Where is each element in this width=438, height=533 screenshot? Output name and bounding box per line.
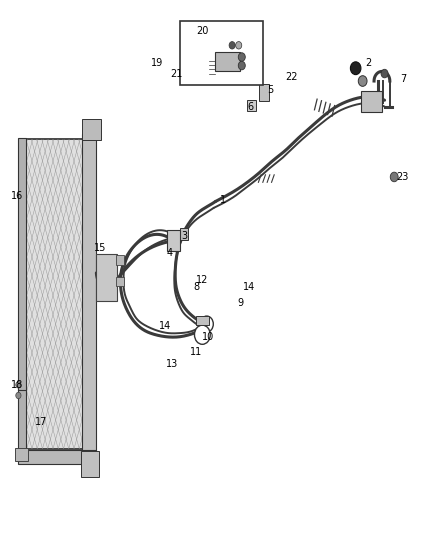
Text: 17: 17 <box>35 417 48 427</box>
Text: 23: 23 <box>396 172 408 182</box>
Circle shape <box>358 76 367 86</box>
Bar <box>116 255 124 265</box>
Text: 3: 3 <box>181 231 187 240</box>
Text: 12: 12 <box>196 275 208 285</box>
Text: 5: 5 <box>268 85 274 94</box>
Bar <box>167 230 180 251</box>
Bar <box>81 451 99 477</box>
Polygon shape <box>26 139 83 449</box>
Bar <box>96 254 117 301</box>
Circle shape <box>16 382 21 388</box>
Circle shape <box>200 316 213 332</box>
Circle shape <box>381 69 388 78</box>
Polygon shape <box>18 450 96 464</box>
Text: 2: 2 <box>365 58 371 68</box>
Bar <box>361 91 382 112</box>
Bar <box>215 52 240 71</box>
Circle shape <box>16 392 21 399</box>
Bar <box>196 316 209 325</box>
Polygon shape <box>82 134 96 452</box>
Circle shape <box>229 42 235 49</box>
Bar <box>15 448 28 461</box>
Text: 4: 4 <box>167 248 173 258</box>
Text: 18: 18 <box>11 380 23 390</box>
Circle shape <box>238 53 245 61</box>
Bar <box>180 228 188 240</box>
Bar <box>180 21 263 85</box>
Text: 14: 14 <box>159 321 172 331</box>
Circle shape <box>390 172 398 182</box>
Circle shape <box>350 62 361 75</box>
Circle shape <box>238 61 245 70</box>
Circle shape <box>194 325 210 344</box>
Text: 14: 14 <box>243 282 255 292</box>
Bar <box>116 277 124 286</box>
Text: 8: 8 <box>193 282 199 292</box>
Text: 21: 21 <box>170 69 182 78</box>
Text: 10: 10 <box>202 332 214 342</box>
Text: 16: 16 <box>11 191 23 201</box>
Text: 9: 9 <box>237 298 243 308</box>
Text: 22: 22 <box>285 72 297 82</box>
Bar <box>82 119 101 140</box>
Text: 15: 15 <box>94 243 106 253</box>
Polygon shape <box>18 138 26 450</box>
Text: 20: 20 <box>196 26 208 36</box>
Bar <box>259 84 269 101</box>
Text: 11: 11 <box>190 347 202 357</box>
Circle shape <box>236 42 242 49</box>
Text: 7: 7 <box>400 74 406 84</box>
Bar <box>247 100 256 111</box>
Text: 13: 13 <box>166 359 178 368</box>
Text: 19: 19 <box>151 58 163 68</box>
Text: 6: 6 <box>247 102 254 111</box>
Text: 1: 1 <box>220 195 226 205</box>
